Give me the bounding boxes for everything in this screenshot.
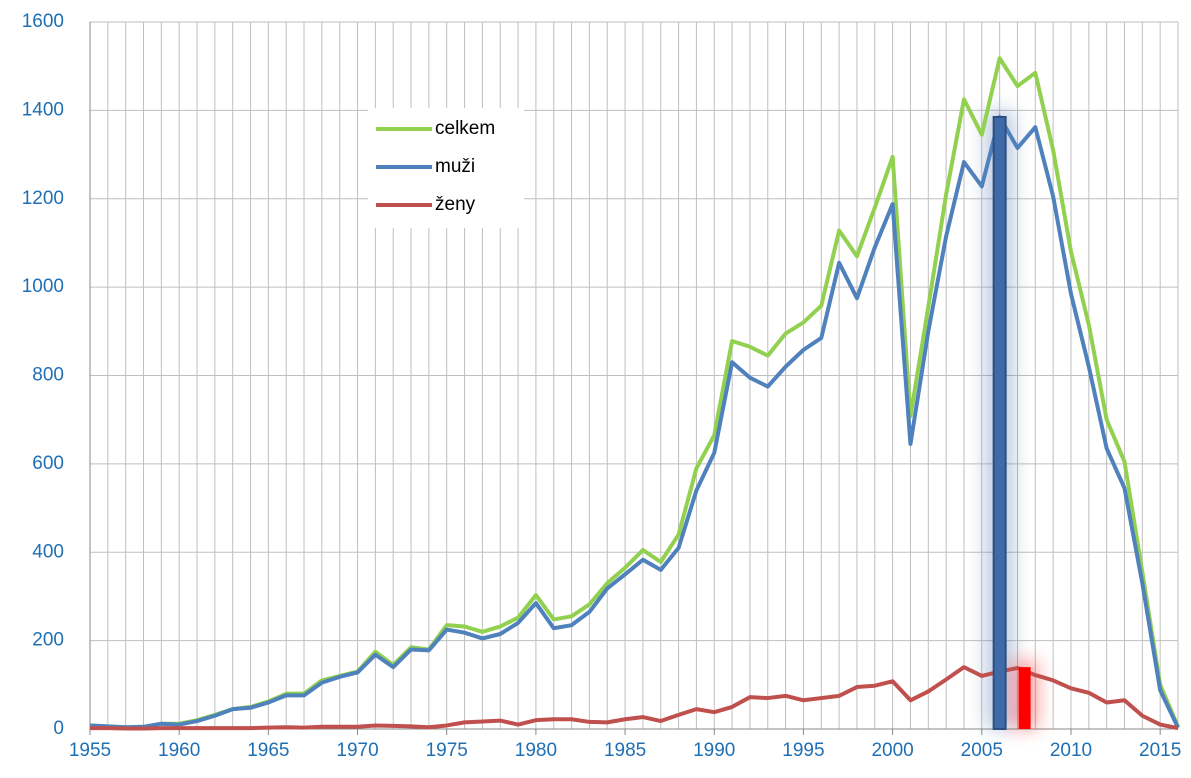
x-tick-label: 1955 <box>69 740 111 761</box>
x-tick-label: 2000 <box>871 740 913 761</box>
y-tick-label: 1200 <box>22 188 64 209</box>
y-tick-label: 0 <box>53 718 64 739</box>
legend-label: muži <box>435 156 475 177</box>
series-line <box>89 115 1180 730</box>
x-tick-label: 2015 <box>1139 740 1181 761</box>
y-tick-label: 600 <box>32 453 64 474</box>
legend-label: ženy <box>435 194 476 215</box>
x-tick-label: 1965 <box>247 740 289 761</box>
x-tick-label: 1970 <box>336 740 378 761</box>
highlight-bar <box>992 116 1007 731</box>
y-tick-label: 1000 <box>22 276 64 297</box>
x-tick-label: 1985 <box>604 740 646 761</box>
x-tick-label: 1990 <box>693 740 735 761</box>
y-tick-label: 1400 <box>22 99 64 120</box>
x-tick-label: 1980 <box>515 740 557 761</box>
y-tick-label: 1600 <box>22 11 64 32</box>
x-tick-label: 1960 <box>158 740 200 761</box>
x-tick-label: 2010 <box>1050 740 1092 761</box>
legend: celkem muži ženy <box>368 108 524 228</box>
y-tick-label: 800 <box>32 365 64 386</box>
series-line <box>89 56 1180 730</box>
y-tick-label: 200 <box>32 630 64 651</box>
x-tick-label: 2005 <box>961 740 1003 761</box>
legend-label: celkem <box>435 118 495 139</box>
x-tick-label: 1975 <box>426 740 468 761</box>
y-tick-label: 400 <box>32 541 64 562</box>
x-tick-label: 1995 <box>782 740 824 761</box>
highlight-bar <box>1018 667 1031 729</box>
